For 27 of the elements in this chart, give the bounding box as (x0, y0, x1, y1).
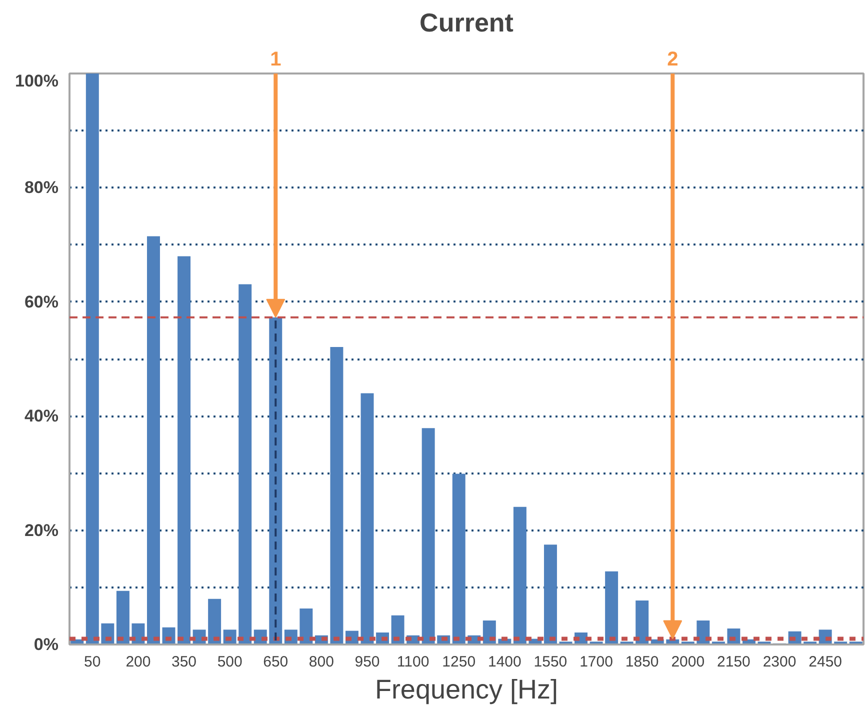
y-tick-label: 20% (24, 520, 59, 540)
x-tick-label: 500 (217, 654, 242, 670)
x-tick-label: 1400 (488, 654, 522, 670)
x-tick-label: 2300 (762, 654, 796, 670)
x-tick-label: 800 (308, 654, 334, 670)
x-tick-label: 200 (126, 654, 151, 670)
x-axis-title: Frequency [Hz] (374, 674, 558, 704)
x-tick-label: 1700 (580, 654, 613, 670)
y-tick-label: 60% (24, 292, 59, 312)
x-tick-label: 2450 (808, 654, 842, 670)
y-tick-label: 40% (24, 406, 59, 426)
annotation: 1 (270, 48, 282, 70)
chart-title: Current (420, 8, 514, 38)
x-tick-label: 1250 (442, 654, 476, 670)
y-tick-label: 0% (34, 635, 59, 654)
x-tick-label: 950 (354, 654, 380, 670)
x-tick-label: 1550 (534, 654, 568, 670)
x-tick-label: 1100 (396, 654, 430, 670)
x-tick-label: 650 (263, 654, 288, 670)
annotation: 2 (667, 48, 678, 70)
x-tick-label: 2150 (717, 654, 750, 670)
x-tick-label: 2000 (671, 654, 705, 670)
y-tick-label: 80% (24, 178, 59, 198)
x-tick-label: 350 (172, 654, 197, 670)
x-tick-label: 1850 (625, 654, 659, 670)
x-tick-label: 50 (84, 654, 101, 670)
y-tick-label: 100% (15, 72, 59, 90)
